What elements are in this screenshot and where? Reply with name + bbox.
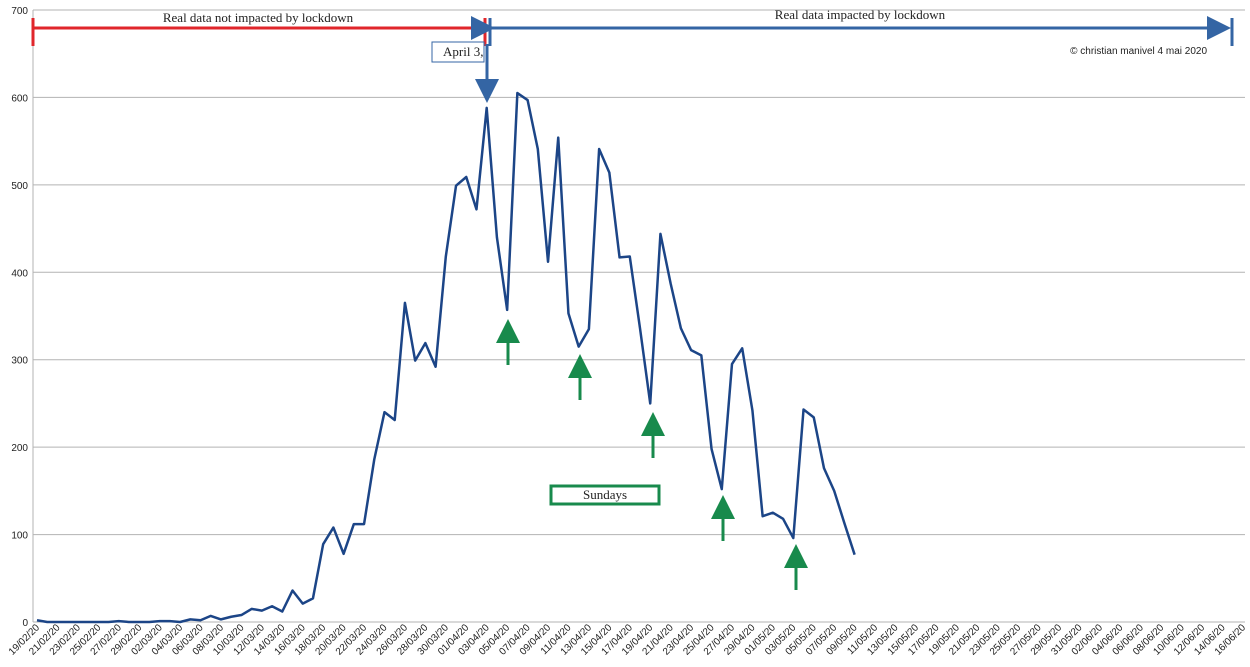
y-tick-label: 300 [11, 356, 28, 367]
annotation: Sundays [583, 487, 627, 502]
annotation-box [431, 41, 485, 63]
plot [36, 91, 856, 624]
annotation: © christian manivel 4 mai 2020 [1070, 46, 1207, 57]
annotation-box [549, 484, 661, 506]
annotation: Real data not impacted by lockdown [163, 10, 354, 25]
annotation: Real data impacted by lockdown [775, 7, 946, 22]
y-tick-label: 500 [11, 181, 28, 192]
y-tick-label: 600 [11, 93, 28, 104]
grid: 010020030040050060070019/02/2021/02/2023… [7, 6, 1249, 658]
sunday-arrows [496, 319, 808, 590]
y-tick-label: 700 [11, 6, 28, 17]
y-tick-label: 0 [22, 618, 28, 629]
annotation: April 3, [443, 44, 483, 59]
y-tick-label: 400 [11, 268, 28, 279]
data-line [36, 91, 856, 624]
y-tick-label: 200 [11, 443, 28, 454]
y-tick-label: 100 [11, 531, 28, 542]
